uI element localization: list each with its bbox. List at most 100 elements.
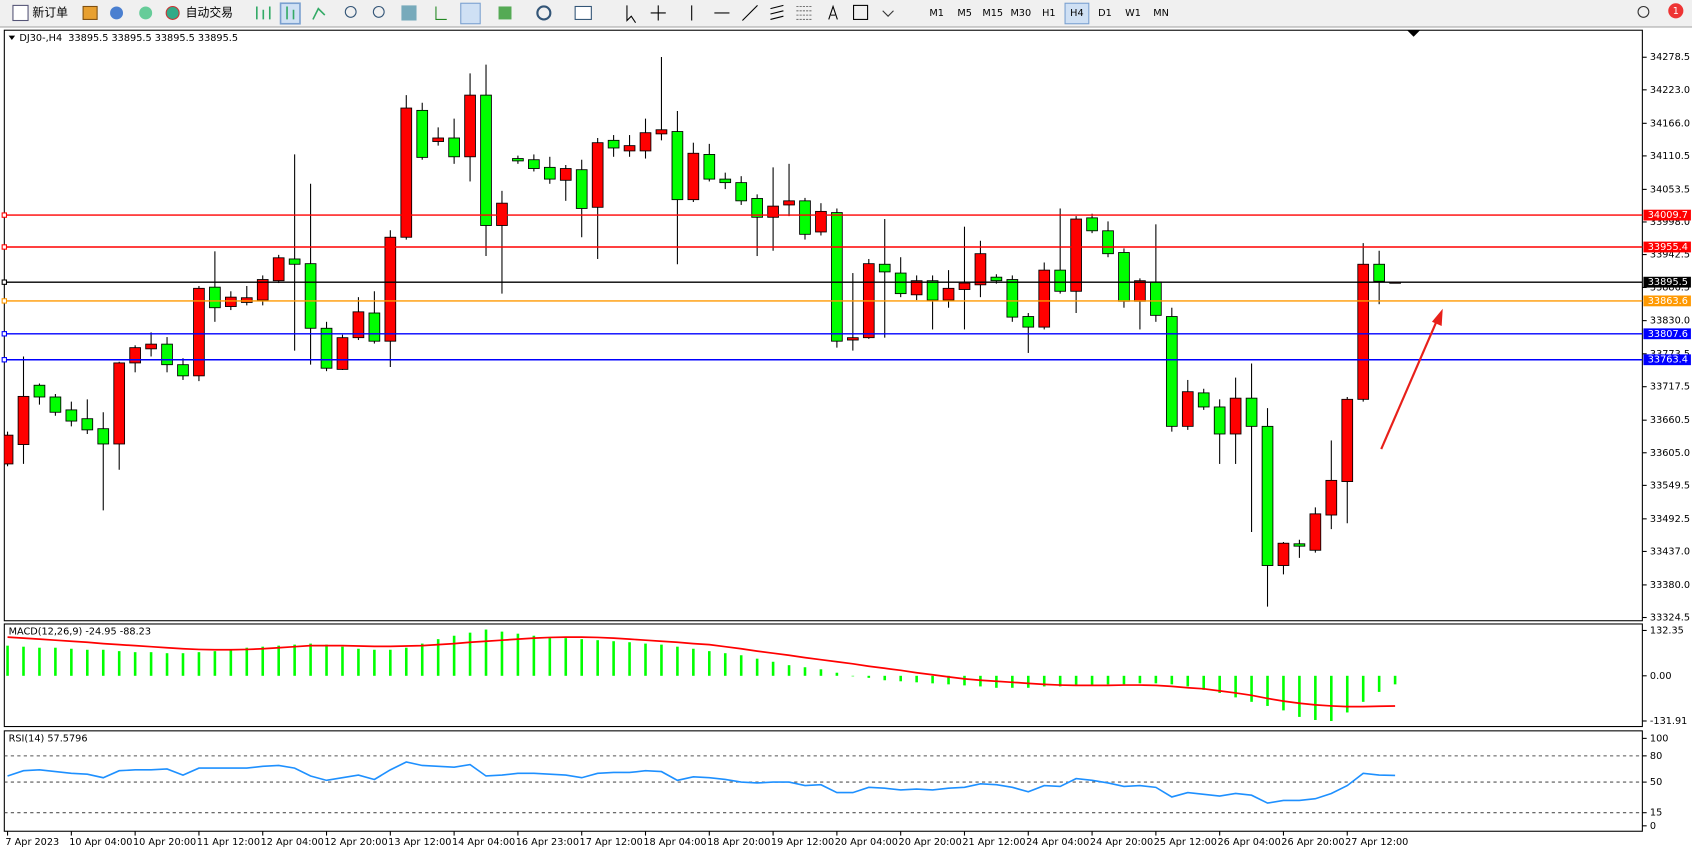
candle-body [113, 362, 126, 445]
macd-bar [1266, 675, 1269, 706]
x-tick-label: 10 Apr 20:00 [133, 837, 196, 848]
candle-chart-button[interactable] [279, 2, 301, 25]
crosshair-button[interactable] [650, 5, 666, 21]
candle-body [1022, 316, 1035, 328]
x-tick-label: 19 Apr 12:00 [771, 837, 834, 848]
x-tick-label: 20 Apr 20:00 [899, 837, 962, 848]
candle-body [240, 297, 253, 303]
candle-body [1118, 252, 1130, 302]
tool-icon[interactable] [110, 6, 124, 20]
tool-icon[interactable] [139, 6, 153, 20]
tile-button[interactable] [401, 5, 417, 21]
y-tick-label: 33549.5 [1650, 480, 1690, 491]
macd-bar [1202, 675, 1206, 690]
notification-count: 1 [1673, 6, 1679, 17]
x-tick-label: 26 Apr 04:00 [1218, 837, 1281, 848]
y-tick-label: 34166.0 [1650, 118, 1690, 129]
candle-body [17, 395, 30, 445]
timeframe-button[interactable]: M1 [929, 8, 944, 19]
x-tick-label: 20 Apr 04:00 [835, 837, 898, 848]
auto-trading-icon[interactable] [165, 5, 180, 20]
x-tick-label: 24 Apr 20:00 [1090, 837, 1153, 848]
candle-body [496, 202, 508, 226]
candle-body [751, 198, 763, 218]
indicators-button[interactable] [498, 6, 512, 20]
y-tick-label: 33660.5 [1650, 415, 1690, 426]
macd-bar [580, 639, 584, 676]
annotation-arrow [1380, 308, 1443, 450]
candle-body [1293, 543, 1306, 547]
timeframe-button[interactable]: D1 [1098, 8, 1112, 19]
macd-bar [6, 645, 9, 676]
candle-body [942, 287, 955, 301]
new-order-icon[interactable] [12, 4, 29, 22]
macd-bar [500, 631, 504, 676]
candle-body [528, 159, 540, 169]
candle-body [512, 158, 524, 162]
price-axis: 100 80 50 15 0 [1642, 733, 1668, 832]
candle-body [352, 311, 365, 339]
candle-body [4, 434, 14, 465]
autoscroll-button[interactable] [435, 6, 447, 20]
bar-chart-button[interactable] [256, 6, 271, 20]
candle-body [1150, 281, 1162, 316]
templates-button[interactable] [574, 5, 592, 20]
candle-body [1341, 398, 1354, 482]
y-tick-label: 132.35 [1650, 625, 1684, 636]
line-chart-button[interactable] [312, 7, 326, 20]
candle-body [161, 343, 173, 366]
auto-trading-button[interactable]: 自动交易 [186, 5, 233, 19]
zoom-in-button[interactable] [344, 5, 357, 18]
chart-shift-button[interactable] [460, 2, 481, 25]
macd-bar [1186, 675, 1190, 687]
macd-bar [133, 652, 137, 676]
channel-button[interactable] [770, 4, 784, 20]
candle-body [926, 280, 939, 301]
trendline-button[interactable] [742, 5, 758, 21]
signal-line [7, 636, 1396, 708]
macd-bar [947, 675, 950, 685]
chart-layers: 34278.5 34223.0 34166.0 34110.5 34053.5 33998… [1, 33, 1691, 848]
tool-icon[interactable] [82, 5, 98, 20]
x-tick-label: 16 Apr 23:00 [516, 837, 579, 848]
x-tick-label: 26 Apr 20:00 [1281, 837, 1344, 848]
timeframe-button[interactable]: M30 [1010, 8, 1031, 19]
y-tick-label: 33380.0 [1650, 580, 1690, 591]
fibo-button[interactable] [796, 5, 812, 20]
macd-bar [1074, 675, 1078, 686]
macd-bar [54, 647, 57, 676]
timeframe-button[interactable]: M15 [982, 8, 1003, 19]
periods-button[interactable] [536, 5, 552, 21]
macd-bar [867, 675, 871, 678]
timeframe-button[interactable]: W1 [1125, 8, 1141, 19]
timeframe-button[interactable]: H4 [1070, 8, 1083, 19]
timeframe-button[interactable]: MN [1153, 8, 1169, 19]
zoom-out-button[interactable] [372, 5, 385, 18]
text-button[interactable] [828, 4, 838, 20]
macd-bar [22, 646, 25, 676]
timeframe-button[interactable]: M5 [957, 8, 972, 19]
timeframe-button[interactable]: H1 [1042, 8, 1055, 19]
macd-bar [1106, 675, 1110, 685]
search-button[interactable] [1637, 5, 1650, 18]
macd-bar [341, 646, 344, 676]
y-tick-label: 34053.5 [1650, 184, 1690, 195]
candle-body [177, 364, 189, 377]
macd-bar [1090, 675, 1094, 686]
macd-bar [1234, 675, 1237, 698]
label-button[interactable] [853, 4, 869, 20]
macd-bar [436, 639, 440, 676]
new-order-button[interactable]: 新订单 [32, 5, 68, 19]
y-tick-label: 80 [1650, 751, 1662, 762]
cursor-button[interactable] [626, 5, 637, 23]
candle-body [847, 337, 859, 341]
candle-body [464, 94, 476, 158]
candle-body [703, 154, 716, 180]
level-handle [1, 331, 8, 337]
x-tick-label: 13 Apr 12:00 [388, 837, 451, 848]
notification-badge[interactable] [1668, 3, 1684, 19]
candle-body [1197, 392, 1210, 408]
candle-body [831, 212, 843, 342]
arrows-button[interactable] [882, 10, 894, 17]
